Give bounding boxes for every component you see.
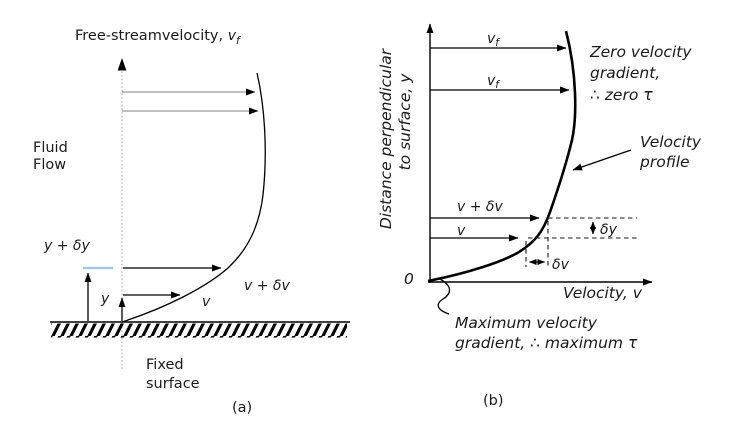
y-plus-dy-label: y + δy xyxy=(43,238,90,254)
zero-gradient-annotation-line1: Zero velocity xyxy=(589,43,692,61)
v-label-b: v xyxy=(457,223,466,239)
v-plus-dv-label-b: v + δv xyxy=(457,199,503,215)
vf-label-1: vf xyxy=(487,31,501,49)
dv-label: δv xyxy=(552,257,570,273)
y-axis-label-line2: to surface, y xyxy=(396,73,414,171)
zero-gradient-annotation-line2: gradient, xyxy=(590,64,660,82)
panel-a-caption: (a) xyxy=(232,400,252,416)
vf-label-2: vf xyxy=(487,73,501,91)
y-label: y xyxy=(100,291,110,307)
fluid-flow-label-line1: Fluid xyxy=(33,140,68,156)
fluid-flow-label-line2: Flow xyxy=(33,157,66,173)
panel-a: Free-streamvelocity, vf Fluid Flow y + δ… xyxy=(33,28,350,416)
fixed-surface-label-line2: surface xyxy=(146,376,200,392)
panel-b-caption: (b) xyxy=(483,393,504,409)
max-gradient-annotation-line1: Maximum velocity xyxy=(455,314,598,332)
free-stream-velocity-title: Free-streamvelocity, vf xyxy=(75,28,242,47)
panel-b: Distance perpendicular to surface, y Vel… xyxy=(377,23,702,409)
v-label-a: v xyxy=(202,294,211,310)
dy-label: δy xyxy=(600,222,618,238)
velocity-profile-curve-a xyxy=(121,72,266,323)
y-axis-label-line1: Distance perpendicular xyxy=(377,47,395,229)
max-gradient-annotation-line2: gradient, ∴ maximum τ xyxy=(455,334,638,352)
x-axis-label: Velocity, v xyxy=(563,284,643,302)
velocity-profile-curve-b xyxy=(427,30,577,283)
velocity-profile-pointer-arrow xyxy=(572,149,632,171)
fixed-surface-label-line1: Fixed xyxy=(146,357,184,373)
max-gradient-leader-squiggle xyxy=(437,277,451,315)
velocity-profile-annotation-line2: profile xyxy=(639,153,690,171)
v-plus-dv-label-a: v + δv xyxy=(244,278,290,294)
zero-gradient-annotation-line3: ∴ zero τ xyxy=(590,86,653,104)
origin-label: 0 xyxy=(404,270,414,288)
centerline-arrowhead-icon xyxy=(117,58,127,71)
velocity-profile-annotation-line1: Velocity xyxy=(640,133,702,151)
fixed-surface-hatch xyxy=(51,323,347,338)
